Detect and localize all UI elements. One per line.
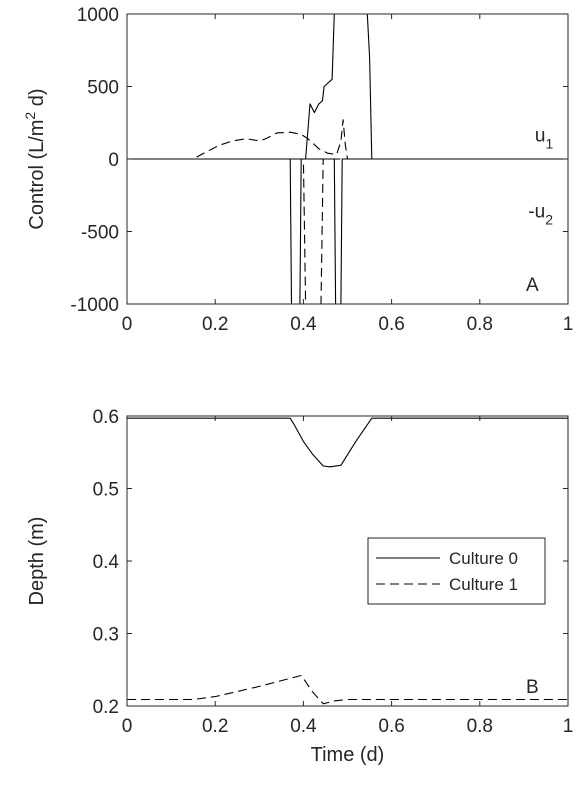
panel-a-series-u2 (127, 158, 568, 305)
legend-label-culture-1: Culture 1 (449, 575, 518, 594)
panel-b-series-lines (127, 417, 568, 705)
legend-box (367, 537, 546, 605)
panel-a-control-chart: 0 0.2 0.4 0.6 0.8 1 -1000 -500 0 500 1000 Control … (22, 5, 573, 335)
panel-b-x-tick-label: 0.2 (202, 716, 228, 737)
panel-b-tag: B (526, 677, 539, 698)
panel-b-series-line-1 (127, 674, 568, 705)
panel-b-x-tick-label: 1 (563, 716, 574, 737)
panel-b-y-tick-label: 0.2 (93, 697, 119, 718)
panel-b-x-tick-label: 0 (122, 716, 133, 737)
panel-a-annotations: u1 -u2 (528, 125, 553, 227)
panel-b-ticks: 0 0.2 0.4 0.6 0.8 10.20.30.40.50.6 (93, 407, 574, 737)
panel-a-y-axis-label-superscript: 2 (22, 112, 38, 120)
panel-b-x-tick-label: 0.8 (467, 716, 493, 737)
panel-a-x-tick-label: 0.6 (378, 314, 404, 335)
panel-b-y-tick-label: 0.4 (93, 552, 120, 573)
panel-a-y-tick-label: 0 (108, 150, 119, 171)
panel-b-y-axis-label: Depth (m) (26, 517, 48, 606)
panel-a-series-u1-culture1 (127, 119, 568, 160)
panel-a-x-tick-label: 0 (122, 314, 133, 335)
panel-b-x-axis-label: Time (d) (311, 744, 385, 766)
panel-a-y-tick-label: -500 (81, 223, 119, 244)
panel-b-y-tick-label: 0.6 (93, 407, 119, 428)
panel-a-ticks: 0 0.2 0.4 0.6 0.8 1 -1000 -500 0 500 1000 (70, 5, 573, 335)
panel-a-x-tick-label: 0.4 (290, 314, 317, 335)
panel-a-x-tick-label: 1 (563, 314, 574, 335)
panel-b-depth-chart: 0 0.2 0.4 0.6 0.8 10.20.30.40.50.6 Depth (m) … (26, 407, 573, 766)
panel-a-annotation-subscript: 1 (546, 135, 554, 151)
panel-a-series-lines (127, 13, 568, 305)
panel-b-y-tick-label: 0.3 (93, 625, 119, 646)
panel-a-annotation: -u2 (528, 201, 553, 227)
panel-a-series-u1 (127, 13, 568, 160)
panel-a-tag: A (526, 275, 539, 296)
panel-a-y-tick-label: 1000 (77, 5, 119, 26)
panel-b-x-tick-label: 0.6 (378, 716, 404, 737)
legend-label-culture-0: Culture 0 (449, 549, 518, 568)
panel-a-x-tick-label: 0.2 (202, 314, 228, 335)
panel-a-y-tick-label: -1000 (70, 295, 119, 316)
panel-a-y-tick-label: 500 (87, 78, 119, 99)
panel-b-x-tick-label: 0.4 (290, 716, 317, 737)
panel-a-y-axis-label: Control (L/m2 d) (22, 88, 48, 229)
panel-b-legend: Culture 0 Culture 1 (367, 537, 546, 605)
panel-a-x-tick-label: 0.8 (467, 314, 493, 335)
panel-b-series-line-0 (127, 417, 568, 468)
panel-a-annotation-subscript: 2 (545, 211, 553, 227)
panel-b-y-tick-label: 0.5 (93, 480, 119, 501)
panel-a-annotation: u1 (535, 125, 554, 151)
